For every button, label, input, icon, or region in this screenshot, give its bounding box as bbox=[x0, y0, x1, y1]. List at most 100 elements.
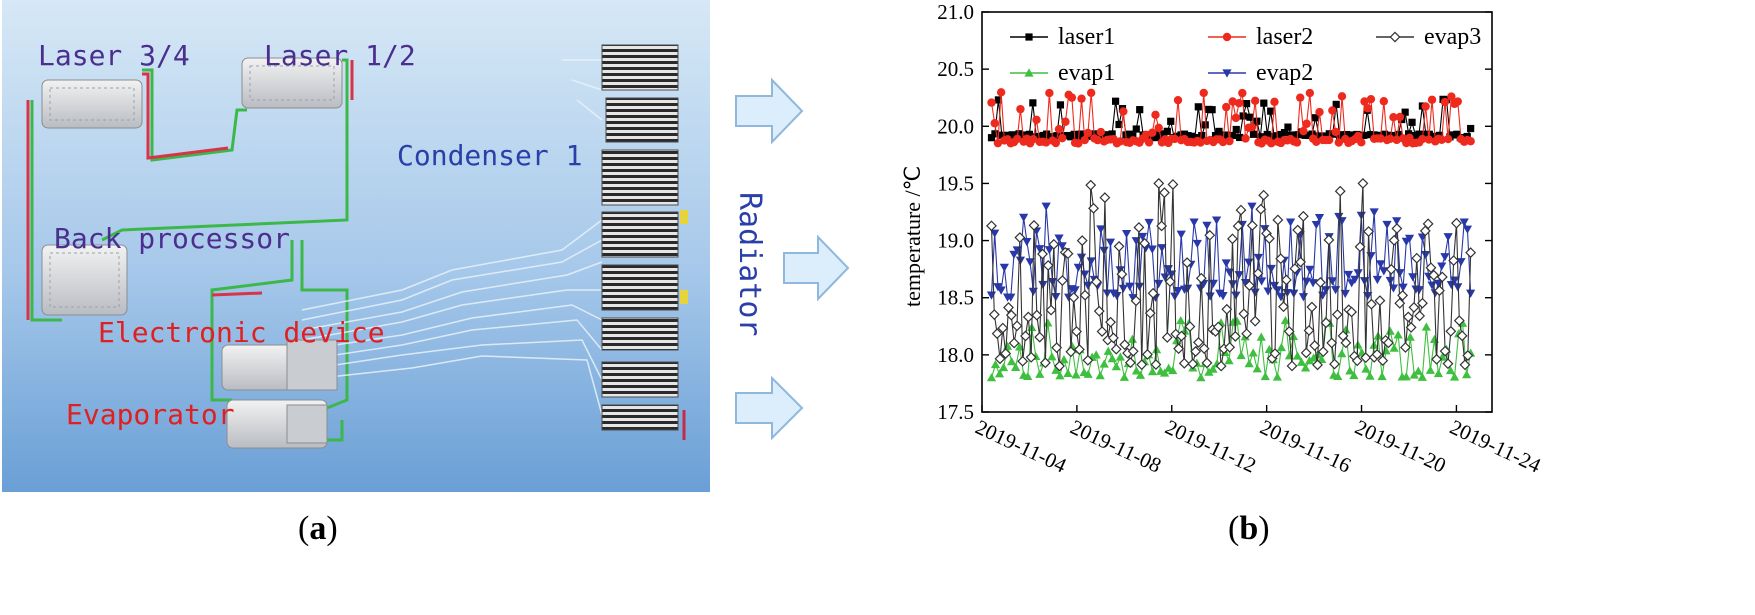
data-point bbox=[1054, 124, 1064, 134]
data-point bbox=[1249, 130, 1258, 138]
data-point bbox=[1011, 320, 1023, 332]
data-point bbox=[1022, 311, 1034, 323]
data-point bbox=[994, 96, 1002, 104]
data-point bbox=[1051, 365, 1061, 374]
data-point bbox=[1269, 348, 1281, 359]
data-point bbox=[1224, 356, 1234, 365]
data-point bbox=[1394, 297, 1406, 309]
data-point bbox=[1163, 127, 1171, 135]
data-point bbox=[1424, 135, 1434, 144]
data-point bbox=[993, 138, 1003, 148]
data-point bbox=[1345, 366, 1355, 375]
data-point bbox=[1369, 208, 1379, 217]
data-point bbox=[1011, 362, 1021, 371]
data-point bbox=[1239, 112, 1247, 120]
data-point bbox=[1096, 225, 1106, 234]
data-point bbox=[1218, 292, 1228, 301]
data-point bbox=[1208, 106, 1216, 114]
arrow-middle bbox=[783, 234, 850, 302]
data-point bbox=[1280, 129, 1289, 137]
data-point bbox=[1379, 97, 1389, 106]
data-point bbox=[1151, 110, 1160, 120]
data-point bbox=[1447, 92, 1456, 101]
data-point bbox=[1244, 258, 1254, 267]
temperature-chart: 17.5 18.0 18.5 19.0 19.5 20.0 20.5 21.0 2019-11… bbox=[900, 0, 1545, 478]
data-point bbox=[1445, 365, 1456, 375]
data-point bbox=[1077, 94, 1086, 103]
data-point bbox=[1260, 225, 1270, 234]
label-radiator: Radiator bbox=[732, 192, 767, 337]
condenser-pipes bbox=[301, 59, 603, 416]
data-point bbox=[1292, 351, 1303, 360]
data-point bbox=[1351, 355, 1363, 367]
data-point bbox=[1135, 370, 1146, 379]
data-point bbox=[1167, 117, 1175, 125]
data-point bbox=[1449, 372, 1460, 381]
data-point bbox=[1218, 137, 1228, 147]
schematic-diagram: Laser 3/4 Laser 1/2 Condenser 1 Back pro… bbox=[2, 0, 710, 492]
data-point bbox=[990, 359, 1001, 369]
legend-label: laser2 bbox=[1256, 24, 1313, 50]
series-evap3 bbox=[986, 177, 1477, 372]
data-point bbox=[1385, 263, 1397, 275]
data-point bbox=[1178, 357, 1190, 369]
data-point bbox=[1250, 96, 1260, 105]
data-point bbox=[1337, 92, 1347, 101]
data-point bbox=[1326, 337, 1338, 349]
data-point bbox=[1437, 135, 1446, 144]
data-point bbox=[1408, 273, 1418, 282]
data-point bbox=[1190, 346, 1202, 357]
data-point bbox=[1198, 343, 1210, 355]
data-point bbox=[1244, 280, 1255, 292]
airflow-arrows: Radiator bbox=[732, 77, 850, 441]
legend-label: evap1 bbox=[1058, 60, 1115, 86]
data-point bbox=[1377, 371, 1387, 381]
label-electronic-device: Electronic device bbox=[98, 316, 385, 349]
laser-34-module bbox=[41, 79, 143, 129]
data-point bbox=[1147, 245, 1157, 254]
data-point bbox=[1252, 268, 1264, 279]
data-point bbox=[1305, 88, 1315, 98]
data-point bbox=[1247, 122, 1257, 132]
data-point bbox=[1224, 341, 1236, 353]
data-point bbox=[1263, 130, 1271, 139]
data-point bbox=[1205, 292, 1215, 301]
data-point bbox=[1272, 214, 1284, 226]
data-point bbox=[1173, 343, 1185, 355]
data-point bbox=[1014, 232, 1026, 243]
data-point bbox=[1425, 365, 1435, 374]
data-point bbox=[1073, 263, 1083, 272]
data-point bbox=[1425, 262, 1437, 274]
data-point bbox=[1408, 118, 1416, 126]
data-point bbox=[1298, 293, 1309, 302]
data-point bbox=[1385, 276, 1395, 286]
data-point bbox=[1451, 217, 1462, 229]
data-point bbox=[1096, 326, 1108, 337]
data-point bbox=[1404, 234, 1415, 243]
data-point bbox=[1221, 259, 1231, 268]
data-point bbox=[1212, 321, 1224, 333]
data-point bbox=[1201, 357, 1213, 369]
data-point bbox=[1074, 139, 1083, 148]
data-point bbox=[1442, 358, 1454, 370]
data-point bbox=[1115, 120, 1123, 129]
data-point bbox=[1292, 138, 1302, 147]
data-point bbox=[1031, 309, 1043, 321]
y-tick-label: 19.5 bbox=[937, 171, 974, 195]
data-point bbox=[1160, 131, 1168, 139]
data-point bbox=[1388, 284, 1399, 293]
data-point bbox=[1016, 104, 1025, 114]
data-point bbox=[1255, 203, 1267, 215]
data-point bbox=[1125, 282, 1135, 291]
data-point bbox=[1164, 276, 1176, 288]
data-point bbox=[1241, 134, 1250, 143]
data-point bbox=[1236, 350, 1246, 360]
data-point bbox=[1249, 315, 1261, 327]
data-point bbox=[1096, 127, 1106, 137]
data-point bbox=[1221, 303, 1233, 315]
data-point bbox=[1115, 137, 1125, 146]
data-point bbox=[991, 130, 999, 138]
data-point bbox=[1393, 330, 1403, 339]
data-point bbox=[1025, 351, 1037, 363]
data-point bbox=[1229, 131, 1237, 140]
